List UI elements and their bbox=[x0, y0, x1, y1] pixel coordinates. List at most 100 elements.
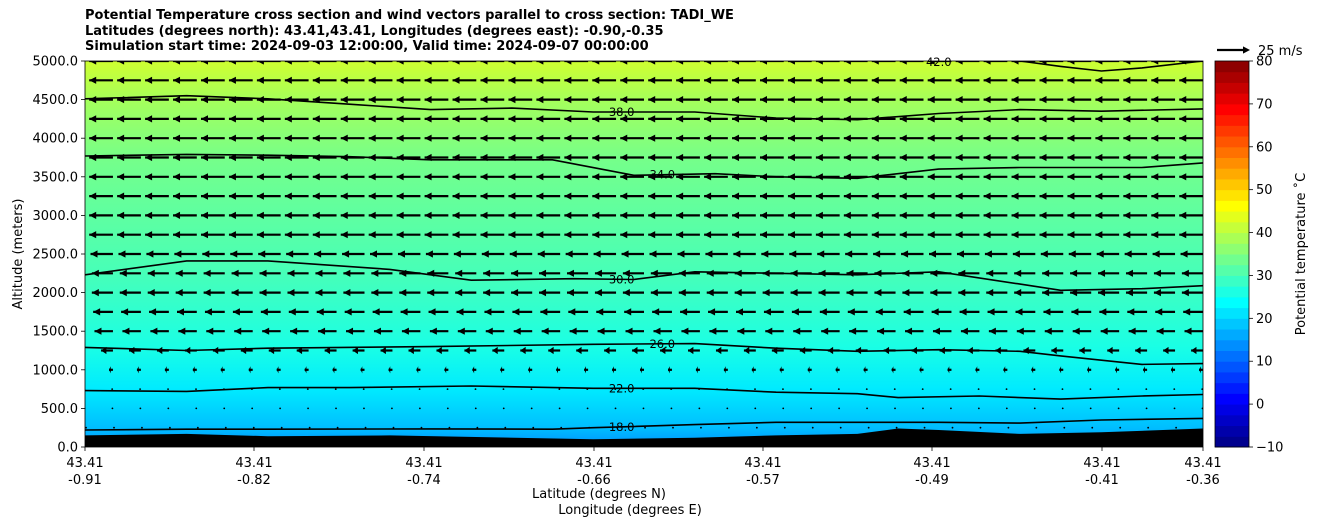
wind-vector bbox=[1067, 76, 1092, 84]
y-tick-label: 4500.0 bbox=[33, 93, 79, 108]
wind-vector-dot bbox=[334, 388, 337, 390]
wind-vector bbox=[932, 327, 952, 335]
wind-vector-head bbox=[287, 269, 295, 277]
wind-vector bbox=[849, 327, 868, 335]
wind-vector-dot bbox=[811, 426, 814, 429]
wind-vector bbox=[536, 134, 561, 142]
wind-vector-dot bbox=[726, 407, 729, 410]
wind-vector-head bbox=[955, 173, 963, 181]
wind-vector-head bbox=[480, 61, 488, 65]
wind-vector bbox=[318, 327, 337, 335]
wind-vector-head bbox=[173, 76, 181, 84]
wind-vector-dot bbox=[1063, 426, 1066, 429]
wind-vector-head bbox=[61, 154, 68, 161]
y-tick-label: 500.0 bbox=[41, 402, 78, 417]
wind-vector-head bbox=[200, 115, 208, 123]
wind-vector-head bbox=[541, 327, 549, 335]
wind-vector-head bbox=[119, 269, 127, 277]
wind-vector bbox=[343, 269, 365, 277]
wind-vector-head bbox=[927, 153, 935, 162]
wind-vector-head bbox=[1043, 308, 1051, 316]
wind-vector-head bbox=[117, 231, 125, 239]
wind-vector bbox=[734, 289, 756, 297]
wind-vector-head bbox=[147, 269, 155, 277]
wind-vector-dot bbox=[644, 426, 646, 429]
wind-vector bbox=[452, 192, 477, 200]
wind-vector-head bbox=[1152, 250, 1160, 258]
wind-vector-head bbox=[231, 269, 239, 277]
wind-vector-head bbox=[958, 289, 966, 297]
wind-vector bbox=[863, 366, 868, 374]
wind-vector bbox=[676, 211, 700, 219]
wind-vector bbox=[111, 388, 114, 390]
wind-vector-head bbox=[592, 231, 600, 239]
wind-vector bbox=[565, 250, 589, 258]
y-axis-label: Altitude (meters) bbox=[11, 199, 26, 310]
wind-vector-head bbox=[676, 231, 684, 239]
wind-vector bbox=[539, 269, 561, 277]
wind-vector bbox=[592, 153, 617, 162]
wind-vector bbox=[564, 134, 589, 142]
wind-vector bbox=[648, 231, 672, 239]
wind-vector bbox=[837, 388, 840, 390]
wind-vector-head bbox=[927, 96, 935, 104]
wind-vector-head bbox=[484, 308, 492, 316]
wind-vector bbox=[508, 192, 533, 200]
wind-vector-head bbox=[902, 289, 910, 297]
wind-vector-dot bbox=[530, 407, 533, 410]
wind-vector bbox=[899, 173, 924, 181]
wind-vector-head bbox=[396, 96, 404, 104]
wind-vector-head bbox=[472, 366, 475, 374]
wind-vector bbox=[231, 289, 253, 297]
wind-vector bbox=[899, 192, 924, 200]
wind-vector bbox=[1173, 388, 1176, 390]
wind-vector bbox=[1123, 76, 1148, 84]
wind-vector-head bbox=[759, 134, 767, 142]
wind-vector bbox=[871, 211, 896, 219]
wind-vector-head bbox=[175, 289, 183, 297]
wind-vector-head bbox=[1123, 134, 1131, 142]
wind-vector bbox=[754, 388, 756, 390]
wind-vector-head bbox=[424, 115, 432, 123]
wind-vector bbox=[672, 426, 674, 429]
wind-vector bbox=[1203, 427, 1205, 429]
wind-vector bbox=[1014, 269, 1036, 277]
wind-vector-head bbox=[983, 96, 991, 104]
wind-vector bbox=[223, 407, 226, 410]
wind-vector bbox=[279, 407, 282, 410]
wind-vector-head bbox=[704, 192, 712, 200]
wind-vector-head bbox=[986, 269, 994, 277]
wind-vector-head bbox=[847, 308, 855, 316]
wind-vector bbox=[1089, 407, 1092, 410]
wind-vector bbox=[1143, 366, 1148, 374]
wind-vector-dot bbox=[1005, 388, 1008, 390]
wind-vector bbox=[743, 346, 756, 355]
wind-vector-head bbox=[536, 134, 544, 142]
wind-vector bbox=[480, 96, 505, 104]
wind-vector bbox=[839, 426, 842, 429]
wind-vector-dot bbox=[504, 426, 507, 429]
wind-vector-head bbox=[1135, 346, 1141, 355]
wind-vector-head bbox=[452, 61, 460, 65]
wind-vector bbox=[843, 153, 868, 162]
wind-vector bbox=[504, 426, 507, 429]
wind-vector bbox=[173, 134, 197, 142]
wind-vector bbox=[284, 134, 309, 142]
wind-vector-dot bbox=[614, 407, 617, 410]
wind-vector-head bbox=[1039, 192, 1047, 200]
wind-vector bbox=[1071, 308, 1092, 316]
wind-vector bbox=[709, 327, 728, 335]
wind-vector-head bbox=[676, 211, 684, 219]
wind-vector-head bbox=[564, 61, 572, 65]
wind-vector bbox=[424, 231, 449, 239]
wind-vector-head bbox=[705, 250, 713, 258]
wind-vector bbox=[1067, 231, 1092, 239]
wind-vector-head bbox=[919, 366, 922, 374]
wind-vector bbox=[346, 327, 365, 335]
wind-vector-dot bbox=[1147, 426, 1150, 429]
wind-vector bbox=[810, 407, 813, 410]
wind-vector bbox=[536, 211, 561, 219]
wind-vector bbox=[899, 115, 924, 123]
wind-vector bbox=[927, 153, 952, 162]
